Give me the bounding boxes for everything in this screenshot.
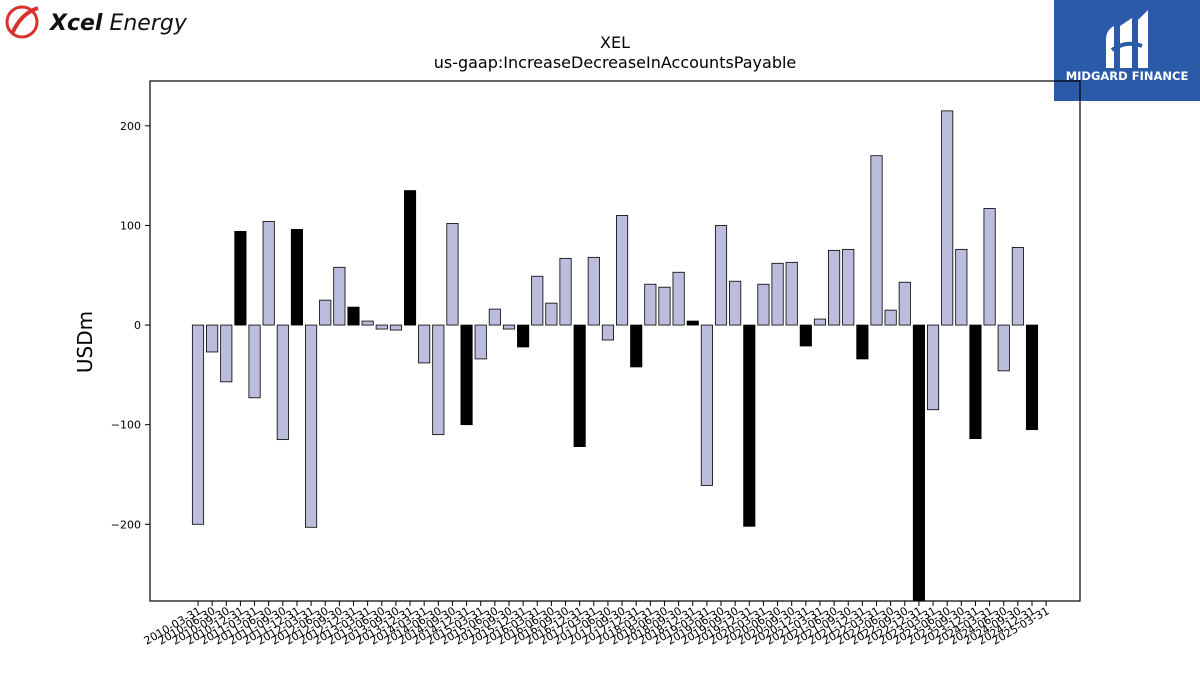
bar-2013-06-30: [375, 324, 388, 330]
bar-2020-09-30: [785, 261, 798, 326]
bar-2016-12-31: [573, 324, 586, 447]
midgard-logo-icon: MIDGARD FINANCE: [1054, 0, 1200, 101]
bar-2014-09-30: [446, 223, 459, 326]
y-tick-label: 0: [134, 319, 141, 332]
bar-2016-03-31: [531, 275, 544, 326]
bar-2017-09-30: [616, 215, 629, 326]
bar-2014-03-31: [418, 324, 431, 364]
bar-2019-09-30: [729, 280, 742, 326]
bar-2019-06-30: [714, 225, 728, 326]
bar-2024-06-30: [997, 324, 1010, 372]
bar-2013-12-31: [403, 190, 417, 326]
bar-2018-12-31: [686, 320, 699, 326]
bar-2010-06-30: [206, 324, 219, 353]
bar-2012-09-30: [333, 266, 346, 326]
y-axis-label: USDm: [73, 311, 97, 373]
bar-2012-12-31: [347, 306, 360, 326]
bar-2012-06-30: [319, 299, 332, 326]
bar-2019-12-31: [743, 324, 756, 527]
bar-2010-12-31: [234, 231, 247, 326]
chart-title: XEL: [600, 33, 630, 52]
bar-2018-06-30: [658, 286, 671, 326]
bar-2018-09-30: [672, 271, 685, 326]
bar-2016-06-30: [545, 302, 558, 326]
y-tick-label: 200: [120, 120, 141, 133]
xcel-energy-logo-icon: Xcel Energy: [5, 5, 188, 39]
bar-2021-09-30: [842, 248, 855, 326]
bar-2016-09-30: [559, 257, 572, 326]
bar-2020-06-30: [771, 262, 784, 326]
bar-2014-12-31: [460, 324, 473, 426]
x-axis: 2010-03-312010-06-302010-09-302010-12-31…: [142, 601, 1052, 648]
y-tick-label: −100: [111, 419, 141, 432]
logo-swoosh: [10, 6, 39, 35]
bar-2011-06-30: [262, 221, 275, 326]
bar-2024-12-31: [1025, 324, 1039, 431]
bar-2021-03-31: [813, 318, 827, 326]
bar-2022-12-31: [912, 324, 925, 602]
bar-2023-06-30: [941, 110, 954, 326]
bar-2023-09-30: [955, 248, 968, 326]
bar-2019-03-31: [700, 324, 713, 486]
bar-2011-09-30: [276, 324, 289, 441]
bar-2013-09-30: [389, 324, 402, 331]
y-tick-label: −200: [111, 518, 141, 531]
y-axis: −200 −100 0 100 200: [111, 120, 150, 531]
bar-2014-06-30: [432, 324, 445, 436]
bar-2010-09-30: [220, 324, 233, 383]
company-logo: Xcel Energy: [4, 2, 204, 44]
bar-2021-12-31: [856, 324, 869, 360]
bar-2023-12-31: [969, 324, 982, 440]
bar-2015-03-31: [474, 324, 487, 360]
bar-2012-03-31: [305, 324, 318, 528]
logo-ring: [5, 5, 39, 39]
bar-2021-06-30: [828, 249, 841, 326]
bar-2022-03-31: [870, 155, 883, 326]
bar-2011-12-31: [290, 229, 304, 326]
bar-2024-09-30: [1011, 246, 1024, 326]
bar-2017-06-30: [601, 324, 614, 341]
bar-2017-03-31: [587, 256, 600, 326]
publisher-logo: MIDGARD FINANCE: [1054, 0, 1200, 101]
bar-2022-09-30: [898, 281, 911, 326]
logo-wordmark: Xcel Energy: [48, 11, 188, 36]
chart-subtitle: us-gaap:IncreaseDecreaseInAccountsPayabl…: [434, 53, 797, 72]
bar-2023-03-31: [927, 324, 940, 411]
publisher-logo-text: MIDGARD FINANCE: [1066, 69, 1189, 83]
logo-right-pillar: [1138, 10, 1148, 68]
bar-2022-06-30: [884, 309, 897, 326]
bar-2017-12-31: [630, 324, 643, 368]
bar-2015-09-30: [502, 324, 516, 330]
bar-2020-12-31: [799, 324, 812, 347]
bar-2011-03-31: [248, 324, 261, 399]
y-tick-label: 100: [120, 219, 141, 232]
bar-2024-03-31: [983, 208, 996, 326]
bar-2013-03-31: [361, 320, 374, 326]
bar-2015-12-31: [517, 324, 530, 348]
plot-frame: [149, 80, 1081, 602]
bars-group: [191, 110, 1039, 602]
bar-2015-06-30: [488, 308, 501, 326]
bar-2018-03-31: [644, 283, 657, 326]
bar-2010-03-31: [191, 324, 205, 525]
bar-2020-03-31: [757, 283, 770, 326]
logo-left-pillar: [1106, 26, 1114, 68]
